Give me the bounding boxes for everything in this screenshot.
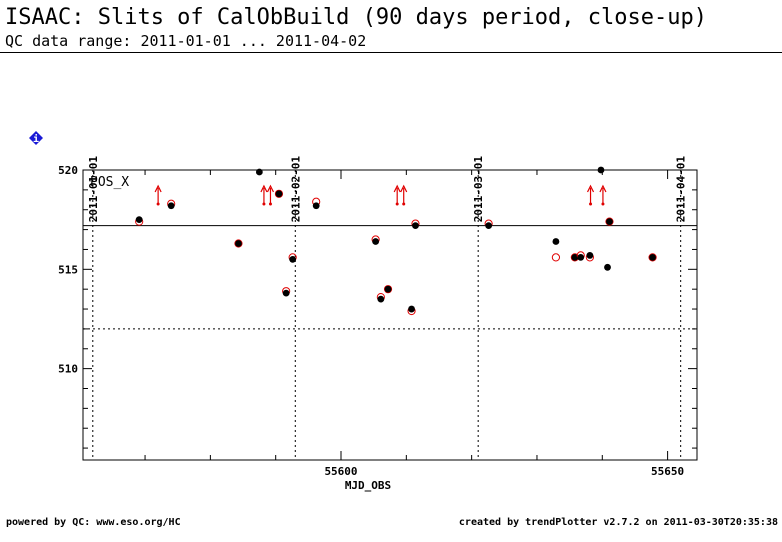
- date-marker-label: 2011-01-01: [87, 156, 100, 223]
- data-point: [408, 305, 415, 313]
- arrow-base-dot: [268, 202, 272, 206]
- x-axis-label: MJD_OBS: [345, 479, 391, 492]
- footer-created-by: created by trendPlotter v2.7.2 on 2011-0…: [458, 517, 778, 528]
- trend-plot: i 2011-01-01 2011-02-01 2011-03-01 2011-04-…: [29, 131, 698, 492]
- date-marker-label: 2011-02-01: [289, 156, 302, 223]
- data-point: [412, 222, 419, 230]
- out-of-range-arrow: [260, 184, 268, 206]
- data-points-layer: [135, 166, 657, 316]
- title-divider: [0, 52, 782, 53]
- data-point: [384, 285, 392, 293]
- grid-layer: 2011-01-01 2011-02-01 2011-03-01 2011-04-01: [87, 156, 688, 460]
- data-point: [649, 253, 656, 261]
- arrow-head: [260, 184, 268, 193]
- data-point: [275, 190, 283, 198]
- out-of-range-arrow: [400, 184, 408, 206]
- data-point: [372, 238, 380, 245]
- reference-point: [234, 239, 243, 248]
- date-marker-label: 2011-04-01: [675, 156, 688, 223]
- reference-point: [551, 253, 561, 262]
- out-of-range-arrow: [154, 184, 162, 206]
- arrow-head: [154, 184, 162, 193]
- data-point: [571, 253, 579, 261]
- data-point: [167, 202, 175, 210]
- panel-label: POS_X: [90, 175, 129, 190]
- footer-powered-by: powered by QC: www.eso.org/HC: [6, 517, 181, 528]
- out-of-range-arrow: [393, 184, 401, 206]
- arrow-base-dot: [589, 202, 593, 206]
- arrow-head: [266, 184, 275, 193]
- data-point: [606, 218, 613, 226]
- axes-layer: 510 515 520 55600 55650 MJD_OBS POS_X: [58, 164, 698, 492]
- chart-title: ISAAC: Slits of CalObBuild (90 days peri…: [5, 5, 707, 30]
- arrow-base-dot: [601, 202, 605, 206]
- data-point: [282, 289, 290, 297]
- y-tick-label: 520: [58, 164, 78, 177]
- reference-point: [274, 189, 284, 198]
- arrow-base-dot: [402, 202, 406, 206]
- info-icon[interactable]: i: [29, 131, 43, 145]
- data-point: [577, 253, 585, 261]
- info-icon-glyph: i: [33, 133, 39, 145]
- reference-point: [605, 217, 614, 226]
- data-point: [312, 202, 320, 210]
- x-tick-label: 55600: [324, 465, 357, 478]
- data-point: [552, 238, 560, 245]
- x-tick-label: 55650: [651, 465, 684, 478]
- data-point: [289, 255, 297, 263]
- reference-point: [648, 253, 657, 262]
- y-tick-label: 510: [58, 363, 78, 376]
- data-point: [485, 222, 493, 230]
- data-point: [235, 240, 242, 247]
- arrow-base-dot: [395, 202, 399, 206]
- out-of-range-arrow: [586, 184, 595, 206]
- data-point: [604, 263, 611, 271]
- chart-subtitle: QC data range: 2011-01-01 ... 2011-04-02: [5, 32, 367, 50]
- arrow-head: [400, 184, 408, 193]
- out-of-range-arrow: [266, 184, 275, 206]
- data-point: [135, 216, 143, 224]
- arrow-base-dot: [156, 202, 160, 206]
- arrow-head: [393, 184, 401, 193]
- reference-point: [383, 285, 393, 294]
- out-of-range-arrow: [599, 184, 607, 206]
- data-point: [586, 252, 594, 259]
- y-tick-label: 515: [58, 263, 78, 276]
- arrow-head: [599, 184, 607, 193]
- plot-frame: [82, 169, 698, 461]
- out-of-range-arrows-layer: [154, 184, 607, 206]
- arrow-base-dot: [262, 202, 266, 206]
- arrow-head: [586, 184, 595, 193]
- date-marker-label: 2011-03-01: [472, 156, 485, 223]
- reference-lines-layer: [83, 225, 697, 330]
- data-point: [377, 295, 385, 303]
